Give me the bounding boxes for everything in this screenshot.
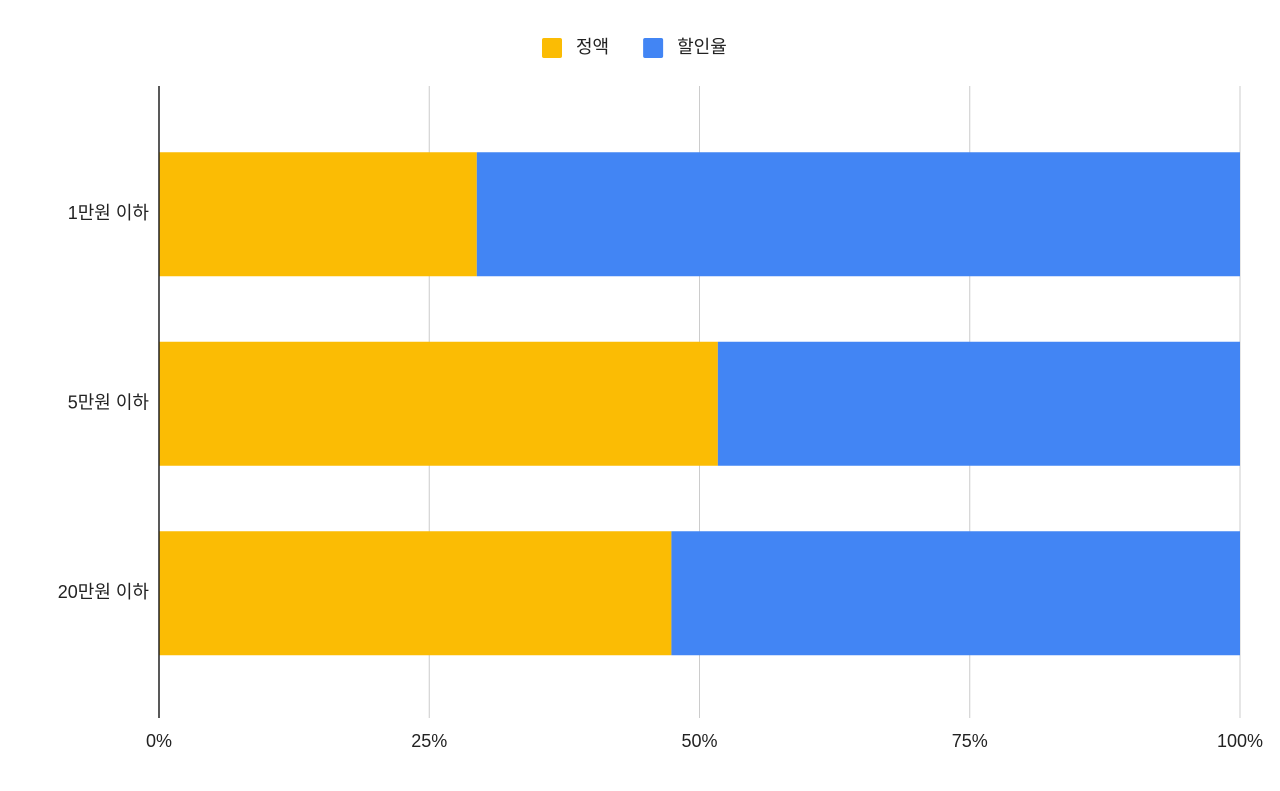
bar-segment [671, 531, 1240, 656]
x-tick-label: 100% [1217, 731, 1263, 751]
x-tick-label: 25% [411, 731, 447, 751]
y-tick-label: 5만원 이하 [68, 393, 150, 413]
legend-swatch [542, 38, 562, 58]
bar-segment [717, 341, 1240, 466]
legend-label: 정액 [576, 37, 609, 57]
x-tick-label: 75% [952, 731, 988, 751]
x-tick-label: 50% [681, 731, 717, 751]
bar-segment [159, 531, 672, 656]
y-tick-label: 20만원 이하 [58, 582, 150, 602]
legend-label: 할인율 [677, 37, 727, 57]
x-tick-label: 0% [146, 731, 172, 751]
legend-swatch [643, 38, 664, 58]
bar-segment [159, 341, 718, 466]
bar-segment [159, 152, 477, 277]
bar-segment [476, 152, 1241, 277]
y-tick-label: 1만원 이하 [68, 203, 150, 223]
